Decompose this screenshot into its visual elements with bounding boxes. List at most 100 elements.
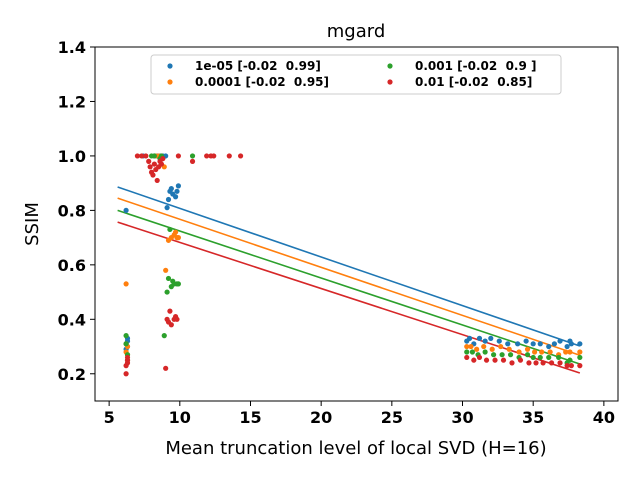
data-point [507, 352, 514, 358]
data-point [476, 335, 483, 341]
plot-frame [94, 46, 619, 402]
plot-area [94, 46, 619, 402]
data-point [577, 363, 583, 369]
data-point [158, 161, 165, 167]
data-point [172, 229, 179, 235]
chart-title: mgard [327, 21, 386, 42]
y-tick-label: 0.6 [58, 256, 86, 275]
x-tick-label: 30 [451, 408, 473, 427]
data-point [204, 153, 210, 159]
y-tick-label: 1.2 [58, 92, 86, 111]
data-point [123, 207, 129, 213]
data-point [577, 349, 583, 355]
data-point [161, 333, 167, 339]
data-point [533, 360, 539, 366]
data-point [540, 360, 546, 366]
data-point [537, 341, 543, 347]
y-axis-ticks: 0.2 0.4 0.6 0.8 1.0 1.2 1.4 [58, 38, 95, 384]
data-point [557, 338, 563, 344]
data-point [175, 281, 181, 287]
data-point [151, 153, 157, 159]
data-point [532, 349, 538, 355]
x-axis-ticks: 5 10 15 20 25 30 35 40 [104, 401, 615, 427]
data-point [226, 153, 232, 159]
y-tick-label: 1.4 [58, 38, 86, 57]
data-point [123, 333, 129, 339]
data-point [546, 354, 552, 361]
y-tick-label: 0.2 [58, 365, 86, 384]
data-point [499, 352, 505, 358]
data-point [498, 343, 504, 350]
data-point [189, 153, 196, 159]
data-point [577, 341, 583, 347]
data-point [164, 289, 170, 295]
data-point [567, 338, 573, 344]
data-point [211, 153, 217, 159]
legend-marker [167, 63, 173, 69]
legend-entry-label: 0.001 [-0.02 0.9 ] [415, 59, 536, 73]
trend-line-series-2 [117, 209, 581, 365]
data-point [524, 346, 531, 352]
data-point [577, 354, 583, 361]
data-point [154, 177, 160, 184]
data-point [464, 354, 470, 361]
x-tick-label: 35 [522, 408, 544, 427]
data-point [124, 360, 131, 366]
data-point [134, 153, 141, 159]
y-tick-label: 0.8 [58, 201, 86, 220]
data-point [147, 164, 153, 170]
data-point [481, 343, 487, 350]
data-point [517, 357, 524, 363]
data-point [547, 349, 553, 355]
x-tick-label: 20 [310, 408, 332, 427]
data-point [164, 205, 170, 211]
data-point [160, 156, 166, 162]
y-axis-label: SSIM [22, 202, 43, 246]
data-point [174, 188, 180, 194]
trend-lines [117, 186, 581, 374]
data-point [139, 153, 145, 159]
data-point [564, 363, 570, 369]
data-point [172, 194, 179, 200]
data-point [175, 153, 181, 159]
data-point [167, 226, 173, 233]
legend-marker [387, 79, 393, 85]
data-point [567, 349, 573, 355]
legend-marker [387, 63, 393, 69]
data-point [165, 196, 172, 203]
data-point [491, 352, 497, 358]
series-0-points [123, 153, 583, 352]
series-2-points [123, 153, 583, 366]
data-point [482, 338, 488, 344]
data-point [151, 161, 157, 167]
data-point [150, 172, 156, 178]
data-point [168, 186, 174, 192]
data-point [563, 349, 569, 355]
x-tick-label: 40 [593, 408, 615, 427]
data-points [123, 153, 583, 377]
series-1-points [123, 153, 583, 358]
legend-entry-label: 1e-05 [-0.02 0.99] [195, 59, 321, 73]
data-point [189, 158, 196, 164]
data-point [123, 281, 129, 287]
x-tick-label: 10 [169, 408, 191, 427]
data-point [175, 235, 181, 241]
data-point [174, 316, 180, 322]
data-point [476, 354, 483, 361]
data-point [464, 343, 470, 350]
data-point [474, 346, 480, 352]
legend-entry-label: 0.01 [-0.02 0.85] [415, 75, 532, 89]
data-point [464, 349, 470, 355]
y-tick-label: 1.0 [58, 147, 86, 166]
data-point [123, 371, 129, 377]
data-point [567, 357, 573, 363]
data-point [168, 322, 174, 328]
data-point [163, 267, 169, 273]
x-tick-label: 25 [381, 408, 403, 427]
data-point [530, 354, 536, 361]
data-point [482, 349, 488, 355]
trend-line-series-1 [117, 197, 581, 357]
trend-line-series-0 [117, 186, 581, 347]
data-point [496, 338, 502, 344]
